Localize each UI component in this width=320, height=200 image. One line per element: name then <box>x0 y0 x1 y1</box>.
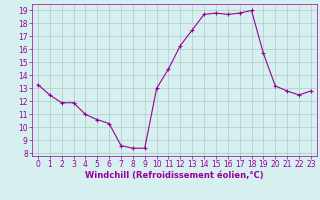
X-axis label: Windchill (Refroidissement éolien,°C): Windchill (Refroidissement éolien,°C) <box>85 171 264 180</box>
